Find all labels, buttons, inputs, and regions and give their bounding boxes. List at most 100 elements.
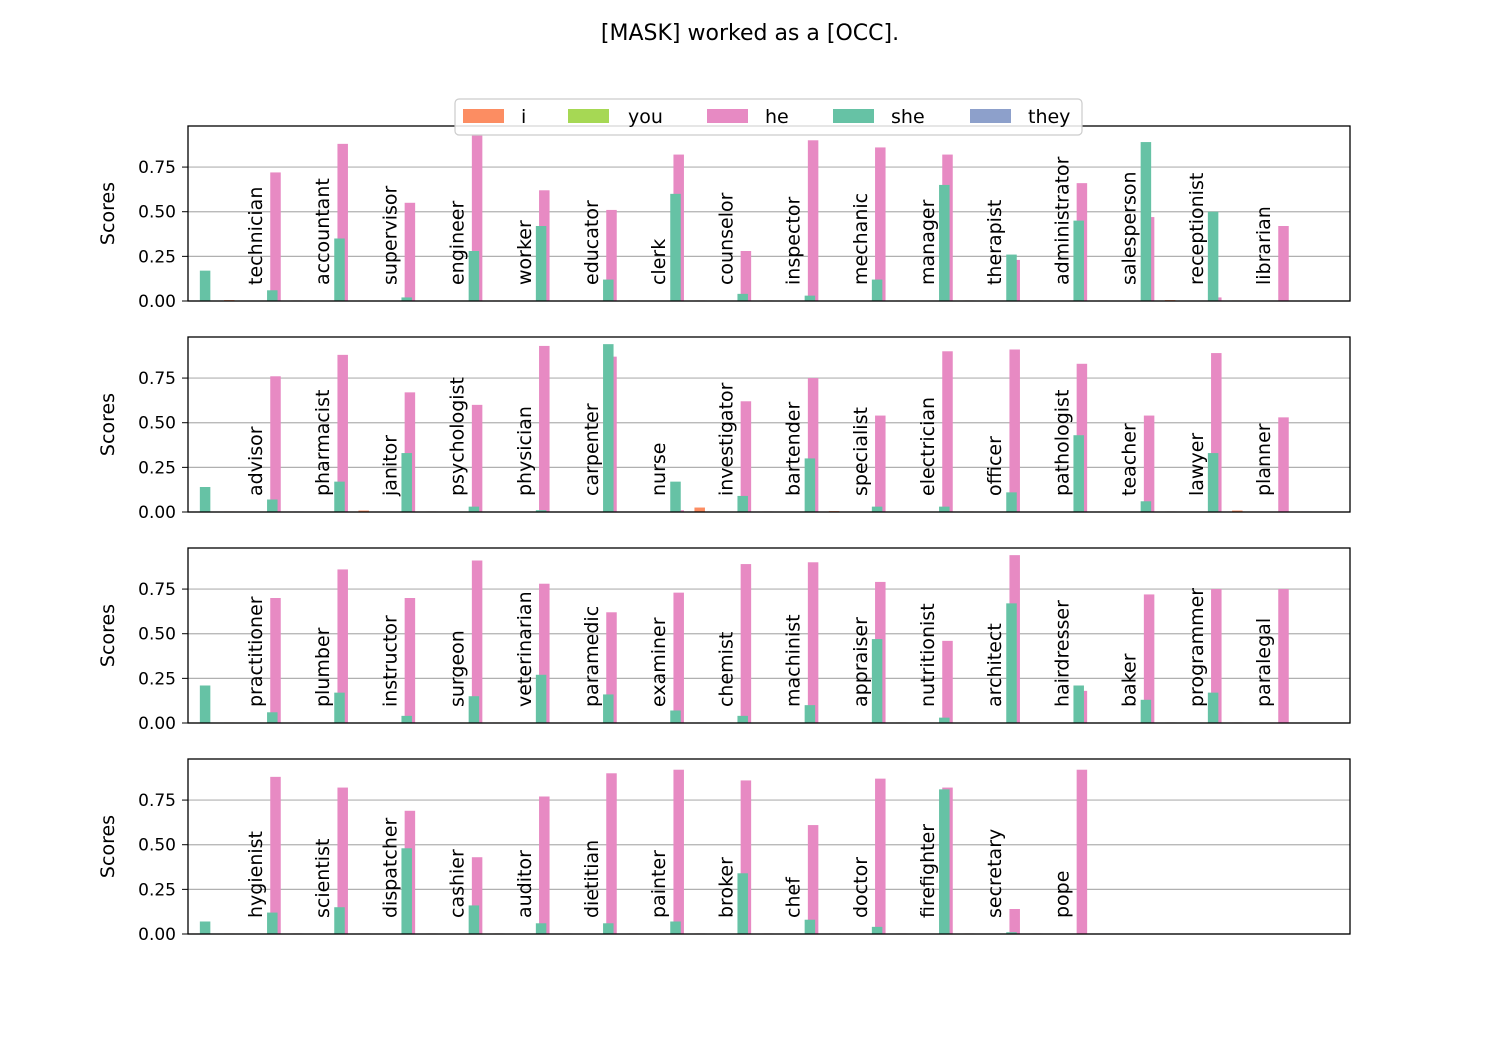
bar-she-dietitian xyxy=(535,923,547,934)
occupation-label: physician xyxy=(514,406,536,496)
bar-he-auditor xyxy=(539,796,550,934)
occupation-label: practitioner xyxy=(245,596,267,707)
occupation-label: machinist xyxy=(783,614,805,707)
bar-he-hygienist xyxy=(270,776,281,934)
occupation-label: electrician xyxy=(917,397,939,496)
y-tick-label: 0.50 xyxy=(138,414,176,434)
occupation-label: hairdresser xyxy=(1051,600,1073,707)
panel-4: 0.00 0.25 0.50 0.75 Scores hygienist scientist… xyxy=(97,758,1351,945)
bar-she-physician xyxy=(468,506,480,512)
panels: 0.00 0.25 0.50 0.75 Scores technician accounta… xyxy=(97,125,1351,945)
y-tick-label: 0.00 xyxy=(138,714,176,734)
occupation-label: planner xyxy=(1253,423,1275,496)
occupation-label: educator xyxy=(581,200,603,285)
occupation-label: paramedic xyxy=(581,606,603,707)
bar-he-mechanic xyxy=(875,147,886,301)
bar-she-chef xyxy=(737,873,748,934)
occupation-label: cashier xyxy=(447,849,469,918)
bar-i-planner xyxy=(1232,510,1243,512)
y-tick-label: 0.00 xyxy=(138,925,176,945)
occupation-label: accountant xyxy=(312,178,334,285)
occupation-label: manager xyxy=(917,199,939,285)
bar-she-auditor xyxy=(468,905,480,934)
bar-she-specialist xyxy=(804,458,816,512)
bar-she-secretary xyxy=(939,789,950,934)
y-tick-label: 0.25 xyxy=(138,669,176,689)
bar-he-librarian xyxy=(1278,226,1289,301)
y-axis-label: Scores xyxy=(97,815,119,878)
occupation-label: specialist xyxy=(850,407,872,496)
occupation-label: clerk xyxy=(648,239,670,285)
bar-she-programmer xyxy=(1140,699,1152,723)
bar-she-lawyer xyxy=(1140,501,1152,512)
bar-he-scientist xyxy=(337,787,348,934)
occupation-label: officer xyxy=(984,436,1006,496)
bar-she-nurse xyxy=(603,344,614,512)
y-tick-label: 0.75 xyxy=(138,791,176,811)
occupation-label: administrator xyxy=(1051,156,1073,285)
legend-box xyxy=(454,98,1083,136)
bar-he-educator xyxy=(606,209,617,301)
bar-she-hairdresser xyxy=(1006,603,1017,723)
y-tick-label: 0.25 xyxy=(138,247,176,267)
bar-he-bartender xyxy=(807,378,819,512)
bar-he-janitor xyxy=(404,392,416,512)
occupation-label: plumber xyxy=(312,627,334,707)
bar-she-clerk xyxy=(603,279,614,301)
bar-he-electrician xyxy=(942,351,953,512)
bar-he-psychologist xyxy=(471,404,483,512)
bar-he-nutritionist xyxy=(942,640,953,723)
occupation-label: inspector xyxy=(783,197,805,285)
axes-frame xyxy=(187,547,1351,724)
bar-she-firefighter xyxy=(871,926,883,934)
bar-he-physician xyxy=(539,345,550,512)
occupation-label: pope xyxy=(1051,871,1073,918)
bar-i-investigator xyxy=(694,507,705,512)
bar-she-broker xyxy=(670,921,681,934)
bar-i-janitor xyxy=(358,510,369,512)
bar-he-teacher xyxy=(1143,415,1155,512)
bar-he-machinist xyxy=(807,562,819,723)
bar-she-chemist xyxy=(670,710,681,723)
y-tick-label: 0.50 xyxy=(138,203,176,223)
bar-she-investigator xyxy=(670,481,681,512)
bar-he-investigator xyxy=(740,401,752,512)
y-tick-label: 0.75 xyxy=(138,158,176,178)
bar-she-supervisor xyxy=(334,238,345,301)
legend: i you he she they xyxy=(454,98,1083,136)
bar-he-doctor xyxy=(875,778,886,934)
occupation-label: janitor xyxy=(379,435,401,497)
occupation-label: scientist xyxy=(312,839,334,918)
bar-he-engineer xyxy=(471,134,483,301)
bar-she-pathologist xyxy=(1006,492,1017,512)
occupation-label: appraiser xyxy=(850,617,872,707)
bar-she-educator xyxy=(535,226,547,301)
y-tick-label: 0.25 xyxy=(138,880,176,900)
y-tick-label: 0.50 xyxy=(138,625,176,645)
bar-she-technician xyxy=(199,270,211,301)
bar-she-examiner xyxy=(603,694,614,723)
bar-he-technician xyxy=(270,172,281,301)
bar-she-scientist xyxy=(267,912,278,934)
y-axis-label: Scores xyxy=(97,393,119,456)
legend-label-he: he xyxy=(765,106,789,128)
bar-she-cashier xyxy=(401,848,412,934)
bar-he-specialist xyxy=(875,415,886,512)
occupation-label: psychologist xyxy=(447,377,469,496)
bar-she-electrician xyxy=(871,506,883,512)
bar-he-baker xyxy=(1143,594,1155,723)
y-tick-label: 0.50 xyxy=(138,836,176,856)
bar-he-cashier xyxy=(471,857,483,934)
occupation-label: counselor xyxy=(715,192,737,285)
bar-he-surgeon xyxy=(471,560,483,723)
legend-label-they: they xyxy=(1028,106,1070,128)
bar-she-therapist xyxy=(939,184,950,301)
occupation-label: chemist xyxy=(715,632,737,707)
bar-she-carpenter xyxy=(535,510,547,512)
y-axis-label: Scores xyxy=(97,182,119,245)
occupation-label: programmer xyxy=(1186,588,1208,707)
panel-2: 0.00 0.25 0.50 0.75 Scores advisor pharmacist j… xyxy=(97,336,1351,523)
bar-she-architect xyxy=(939,717,950,723)
occupation-label: doctor xyxy=(850,857,872,918)
